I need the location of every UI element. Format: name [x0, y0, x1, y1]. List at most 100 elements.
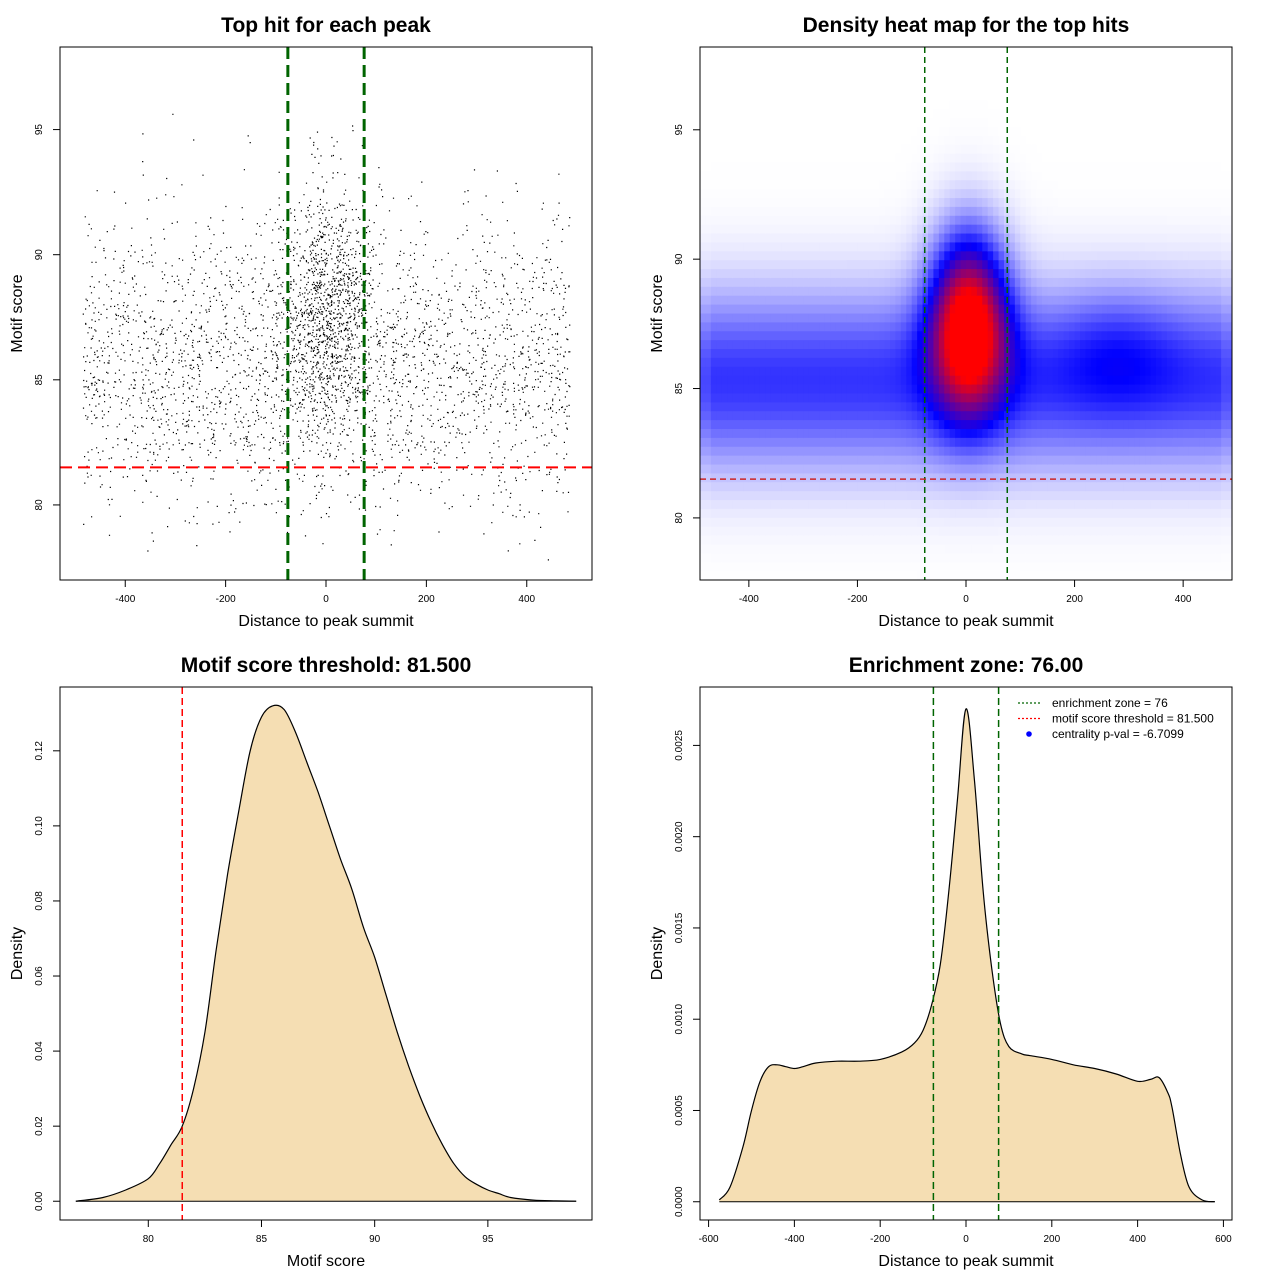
- heatmap-cell: [1102, 100, 1108, 109]
- heatmap-cell: [966, 109, 972, 118]
- heatmap-cell: [705, 340, 711, 349]
- heatmap-cell: [1031, 322, 1037, 331]
- heatmap-cell: [792, 438, 798, 447]
- heatmap-cell: [1145, 47, 1151, 56]
- heatmap-cell: [1145, 242, 1151, 251]
- heatmap-cell: [1140, 314, 1146, 323]
- heatmap-cell: [928, 562, 934, 571]
- heatmap-cell: [1053, 376, 1059, 385]
- heatmap-cell: [988, 500, 994, 509]
- heatmap-cell: [966, 553, 972, 562]
- heatmap-cell: [809, 47, 815, 56]
- heatmap-cell: [733, 260, 739, 269]
- heatmap-cell: [836, 509, 842, 518]
- heatmap-cell: [961, 100, 967, 109]
- heatmap-cell: [1069, 482, 1075, 491]
- heatmap-cell: [1096, 171, 1102, 180]
- heatmap-cell: [711, 447, 717, 456]
- heatmap-cell: [825, 65, 831, 74]
- heatmap-cell: [1053, 553, 1059, 562]
- heatmap-cell: [1118, 536, 1124, 545]
- heatmap-cell: [705, 571, 711, 580]
- heatmap-cell: [847, 367, 853, 376]
- heatmap-cell: [749, 242, 755, 251]
- heatmap-cell: [1053, 447, 1059, 456]
- heatmap-cell: [944, 456, 950, 465]
- heatmap-cell: [933, 269, 939, 278]
- heatmap-cell: [890, 154, 896, 163]
- heatmap-cell: [1058, 482, 1064, 491]
- heatmap-cell: [825, 393, 831, 402]
- heatmap-cell: [803, 571, 809, 580]
- heatmap-cell: [901, 287, 907, 296]
- heatmap-cell: [1026, 100, 1032, 109]
- heatmap-cell: [733, 420, 739, 429]
- heatmap-cell: [906, 296, 912, 305]
- heatmap-cell: [1042, 260, 1048, 269]
- heatmap-cell: [743, 518, 749, 527]
- heatmap-cell: [836, 47, 842, 56]
- heatmap-cell: [1096, 385, 1102, 394]
- heatmap-cell: [803, 136, 809, 145]
- heatmap-cell: [1015, 562, 1021, 571]
- heatmap-cell: [1026, 189, 1032, 198]
- heatmap-cell: [830, 571, 836, 580]
- heatmap-cell: [760, 544, 766, 553]
- heatmap-cell: [727, 393, 733, 402]
- heatmap-cell: [1096, 109, 1102, 118]
- heatmap-cell: [700, 429, 706, 438]
- heatmap-cell: [1009, 305, 1015, 314]
- heatmap-cell: [716, 465, 722, 474]
- heatmap-cell: [814, 553, 820, 562]
- heatmap-cell: [722, 242, 728, 251]
- heatmap-cell: [857, 74, 863, 83]
- heatmap-cell: [825, 314, 831, 323]
- heatmap-cell: [705, 393, 711, 402]
- heatmap-cell: [1085, 376, 1091, 385]
- heatmap-cell: [1026, 118, 1032, 127]
- heatmap-cell: [885, 402, 891, 411]
- heatmap-cell: [917, 91, 923, 100]
- heatmap-cell: [1085, 314, 1091, 323]
- heatmap-cell: [819, 225, 825, 234]
- heatmap-cell: [1129, 367, 1135, 376]
- heatmap-cell: [722, 216, 728, 225]
- heatmap-cell: [999, 482, 1005, 491]
- heatmap-cell: [895, 456, 901, 465]
- heatmap-cell: [879, 322, 885, 331]
- heatmap-cell: [852, 118, 858, 127]
- heatmap-cell: [1069, 127, 1075, 136]
- heatmap-cell: [1113, 438, 1119, 447]
- heatmap-cell: [961, 260, 967, 269]
- heatmap-cell: [955, 385, 961, 394]
- heatmap-cell: [1134, 367, 1140, 376]
- heatmap-cell: [1085, 251, 1091, 260]
- heatmap-cell: [1140, 118, 1146, 127]
- heatmap-cell: [771, 83, 777, 92]
- heatmap-cell: [836, 260, 842, 269]
- heatmap-cell: [868, 376, 874, 385]
- heatmap-cell: [1069, 109, 1075, 118]
- heatmap-cell: [814, 136, 820, 145]
- heatmap-cell: [1129, 251, 1135, 260]
- heatmap-cell: [819, 305, 825, 314]
- heatmap-cell: [787, 305, 793, 314]
- heatmap-cell: [1096, 83, 1102, 92]
- heatmap-cell: [1064, 296, 1070, 305]
- heatmap-cell: [792, 180, 798, 189]
- heatmap-cell: [1091, 473, 1097, 482]
- heatmap-cell: [771, 74, 777, 83]
- heatmap-cell: [798, 314, 804, 323]
- heatmap-cell: [944, 118, 950, 127]
- heatmap-cell: [950, 145, 956, 154]
- heatmap-cell: [765, 216, 771, 225]
- heatmap-cell: [988, 207, 994, 216]
- heatmap-cell: [961, 553, 967, 562]
- heatmap-cell: [1091, 260, 1097, 269]
- heatmap-cell: [749, 553, 755, 562]
- heatmap-cell: [950, 136, 956, 145]
- heatmap-cell: [803, 74, 809, 83]
- heatmap-cell: [847, 198, 853, 207]
- heatmap-cell: [1058, 322, 1064, 331]
- heatmap-cell: [1140, 287, 1146, 296]
